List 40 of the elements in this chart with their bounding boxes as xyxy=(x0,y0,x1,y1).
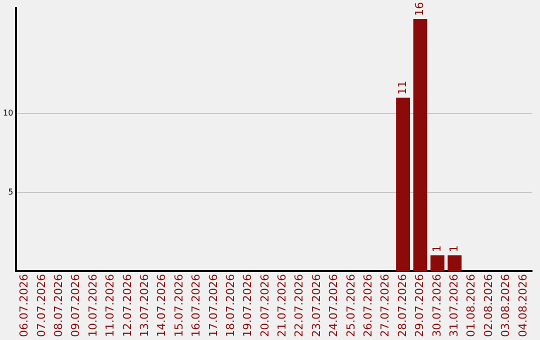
y-tick-label: 10 xyxy=(2,108,14,118)
x-tick-label: 03.08.2026 xyxy=(499,274,512,338)
x-tick-label: 20.07.2026 xyxy=(258,274,272,338)
x-tick-label: 01.08.2026 xyxy=(464,274,478,338)
x-tick-label: 02.08.2026 xyxy=(482,274,495,338)
x-tick-label: 14.07.2026 xyxy=(155,274,168,338)
x-tick-label: 18.07.2026 xyxy=(224,274,237,338)
x-tick-label: 25.07.2026 xyxy=(344,274,358,338)
x-tick-label: 26.07.2026 xyxy=(362,274,375,338)
x-tick-label: 31.07.2026 xyxy=(447,274,460,338)
x-tick-label: 07.07.2026 xyxy=(34,274,48,338)
x-tick-label: 13.07.2026 xyxy=(138,274,151,338)
x-tick-label: 17.07.2026 xyxy=(206,274,220,338)
y-tick-label: 5 xyxy=(8,187,14,196)
x-tick-label: 11.07.2026 xyxy=(104,274,117,338)
x-tick-label: 30.07.2026 xyxy=(430,274,444,338)
x-tick-label: 12.07.2026 xyxy=(120,274,134,338)
bar xyxy=(413,19,428,272)
data-label: 1 xyxy=(430,245,444,252)
x-tick-label: 28.07.2026 xyxy=(396,274,409,338)
bar xyxy=(396,98,410,272)
data-label: 11 xyxy=(396,80,409,95)
x-tick-label: 09.07.2026 xyxy=(69,274,82,338)
data-label: 1 xyxy=(447,245,460,252)
x-tick-label: 04.08.2026 xyxy=(516,274,530,338)
x-tick-label: 29.07.2026 xyxy=(413,274,426,338)
bar xyxy=(430,255,444,272)
x-tick-label: 23.07.2026 xyxy=(310,274,323,338)
data-label: 16 xyxy=(413,2,426,16)
x-tick-label: 08.07.2026 xyxy=(52,274,66,338)
x-tick-label: 10.07.2026 xyxy=(86,274,100,338)
x-tick-label: 24.07.2026 xyxy=(327,274,340,338)
x-tick-label: 22.07.2026 xyxy=(292,274,306,338)
x-tick-label: 16.07.2026 xyxy=(190,274,203,338)
x-tick-label: 15.07.2026 xyxy=(172,274,186,338)
x-tick-label: 19.07.2026 xyxy=(241,274,254,338)
x-tick-label: 27.07.2026 xyxy=(378,274,392,338)
x-tick-label: 21.07.2026 xyxy=(276,274,289,338)
x-tick-label: 06.07.2026 xyxy=(18,274,31,338)
bar xyxy=(448,255,462,272)
